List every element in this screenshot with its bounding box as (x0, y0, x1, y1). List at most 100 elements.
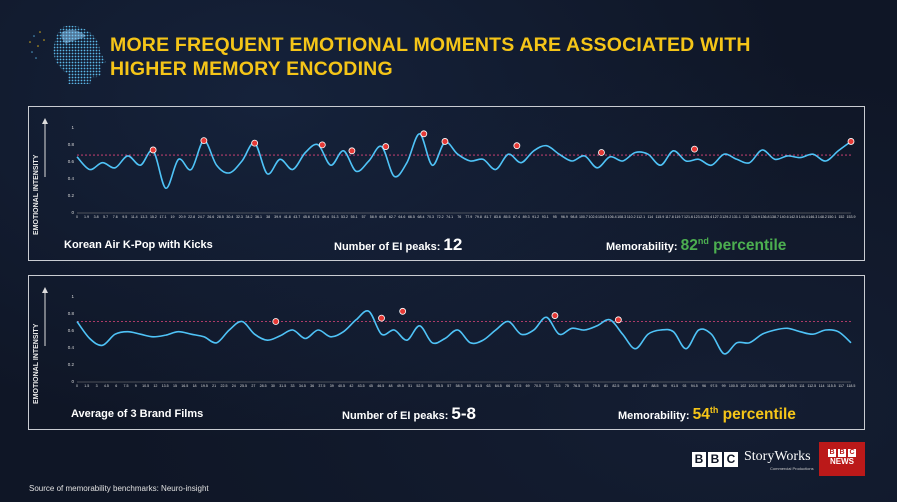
x-tick-label: 103.5 (749, 384, 758, 388)
x-tick-label: 1.5 (84, 384, 89, 388)
x-tick-label: 87 (643, 384, 647, 388)
x-tick-label: 93 (682, 384, 686, 388)
ei-peak-marker (551, 312, 559, 319)
x-tick-label: 7.6 (113, 215, 118, 219)
line-chart-korean-air: 00.20.40.60.810 1.9 3.8 5.7 7.6 9.5 11.4 13.3 15… (42, 118, 856, 219)
x-tick-label: 28.5 (217, 215, 224, 219)
page-title: MORE FREQUENT EMOTIONAL MOMENTS ARE ASSO… (110, 33, 870, 81)
x-tick-label: 111 (799, 384, 804, 388)
ei-peaks-label: Number of EI peaks: (342, 410, 449, 422)
x-tick-label: 112.1 (636, 215, 645, 219)
x-tick-label: 108 (779, 384, 785, 388)
ei-peak-marker (272, 318, 280, 325)
ei-peaks-summary: Number of EI peaks: 5-8 (342, 404, 476, 424)
x-tick-label: 57 (362, 215, 366, 219)
x-tick-label: 100.5 (729, 384, 738, 388)
x-tick-label: 73.5 (554, 384, 561, 388)
x-tick-label: 72 (545, 384, 549, 388)
x-tick-label: 96 (702, 384, 706, 388)
memorability-number: 54 (692, 406, 710, 423)
x-tick-label: 55.5 (436, 384, 443, 388)
x-tick-label: 114 (819, 384, 825, 388)
x-tick-label: 4.5 (104, 384, 109, 388)
x-tick-label: 112.5 (807, 384, 816, 388)
bbc-letter-c: C (724, 452, 738, 467)
ad-name: Average of 3 Brand Films (71, 408, 204, 420)
y-tick-label: 0.4 (68, 345, 75, 350)
storyworks-logo: StoryWorks (744, 449, 811, 464)
x-tick-label: 95 (553, 215, 557, 219)
x-tick-label: 57 (447, 384, 451, 388)
x-tick-label: 153.9 (847, 215, 856, 219)
x-tick-label: 117.8 (665, 215, 674, 219)
x-tick-label: 88.5 (652, 384, 659, 388)
x-tick-label: 19 (171, 215, 175, 219)
x-tick-label: 0 (76, 215, 78, 219)
storyworks-sub: Commercial Productions (770, 466, 814, 471)
x-tick-label: 41.8 (284, 215, 291, 219)
x-tick-label: 136.8 (761, 215, 770, 219)
x-tick-label: 24.7 (198, 215, 205, 219)
x-tick-label: 3 (96, 384, 98, 388)
y-tick-label: 1 (71, 125, 74, 130)
x-tick-label: 127.3 (713, 215, 722, 219)
x-tick-label: 21 (212, 384, 216, 388)
x-tick-label: 34.5 (299, 384, 306, 388)
x-tick-label: 27 (251, 384, 255, 388)
x-tick-label: 13.5 (162, 384, 169, 388)
x-tick-label: 38 (266, 215, 270, 219)
x-tick-label: 24 (232, 384, 236, 388)
x-tick-label: 17.1 (160, 215, 167, 219)
x-tick-label: 106.4 (608, 215, 617, 219)
ei-peaks-value: 5-8 (451, 404, 476, 423)
x-tick-label: 68.4 (418, 215, 425, 219)
x-tick-label: 142.5 (789, 215, 798, 219)
x-tick-label: 110.2 (627, 215, 636, 219)
x-tick-label: 60.8 (379, 215, 386, 219)
x-tick-label: 52.5 (416, 384, 423, 388)
x-tick-label: 78 (584, 384, 588, 388)
x-tick-label: 89.3 (523, 215, 530, 219)
x-tick-label: 66.5 (408, 215, 415, 219)
x-tick-label: 109.5 (788, 384, 797, 388)
x-tick-label: 102.6 (589, 215, 598, 219)
x-tick-label: 58.5 (456, 384, 463, 388)
x-tick-label: 32.3 (236, 215, 243, 219)
emotional-intensity-line (76, 310, 852, 355)
x-tick-label: 93.1 (542, 215, 549, 219)
x-tick-label: 115.5 (827, 384, 836, 388)
x-tick-label: 22.8 (188, 215, 195, 219)
x-tick-label: 152 (838, 215, 844, 219)
x-tick-label: 106.5 (768, 384, 777, 388)
memorability-number: 82 (680, 237, 698, 254)
y-tick-label: 0.6 (68, 328, 75, 333)
memorability-suffix: nd (697, 236, 709, 246)
x-tick-label: 30.4 (226, 215, 233, 219)
ei-peak-marker (251, 139, 259, 147)
x-tick-label: 36 (310, 384, 314, 388)
y-axis-arrow-head (42, 287, 48, 293)
x-tick-label: 79.5 (593, 384, 600, 388)
x-tick-label: 36.1 (255, 215, 262, 219)
x-tick-label: 148.2 (818, 215, 827, 219)
memorability-label: Memorability: (606, 241, 678, 253)
line-chart-brand-films: 00.20.40.60.810 1.5 3 4.5 6 7.5 9 10.5 12 13.5 15 1… (42, 287, 855, 388)
news-letter-c: C (848, 449, 856, 457)
y-tick-label: 0.8 (68, 311, 75, 316)
x-tick-label: 76 (457, 215, 461, 219)
x-tick-label: 79.8 (475, 215, 482, 219)
x-tick-label: 90 (663, 384, 667, 388)
x-tick-label: 42 (349, 384, 353, 388)
x-tick-label: 85.5 (504, 215, 511, 219)
x-tick-label: 13.3 (140, 215, 147, 219)
ei-peak-marker (513, 142, 521, 150)
x-tick-label: 49.5 (397, 384, 404, 388)
x-tick-label: 66 (506, 384, 510, 388)
ei-peaks-value: 12 (443, 235, 463, 254)
x-tick-label: 146.3 (808, 215, 817, 219)
x-tick-label: 46.5 (377, 384, 384, 388)
x-tick-label: 75 (565, 384, 569, 388)
chart-panel-korean-air: EMOTIONAL INTENSITY 0 0.2 0.4 0.6 0.8 1 0 1.9 3.… (28, 106, 865, 261)
